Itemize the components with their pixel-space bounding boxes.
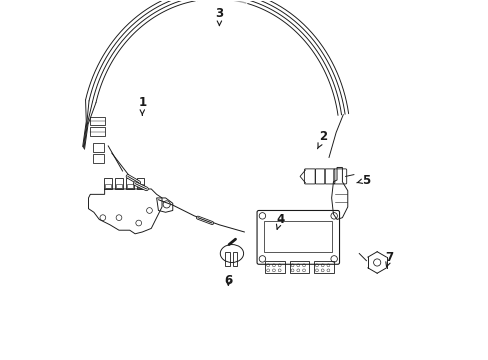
Bar (289, 261, 309, 273)
Bar (264, 221, 332, 252)
Bar (136, 178, 144, 189)
Text: 4: 4 (276, 213, 284, 229)
Bar (115, 178, 122, 189)
Bar (232, 252, 237, 266)
Bar (137, 184, 143, 188)
Bar (105, 184, 111, 188)
Text: 6: 6 (224, 274, 232, 287)
Text: 7: 7 (385, 251, 393, 267)
Text: 3: 3 (215, 7, 223, 26)
Bar (116, 184, 122, 188)
Bar (313, 261, 333, 273)
Bar (225, 252, 229, 266)
Bar (265, 261, 285, 273)
Text: 5: 5 (356, 174, 370, 186)
Text: 1: 1 (138, 96, 146, 115)
Bar (125, 178, 133, 189)
Bar (126, 184, 132, 188)
Text: 2: 2 (317, 130, 327, 149)
Bar (104, 178, 112, 189)
